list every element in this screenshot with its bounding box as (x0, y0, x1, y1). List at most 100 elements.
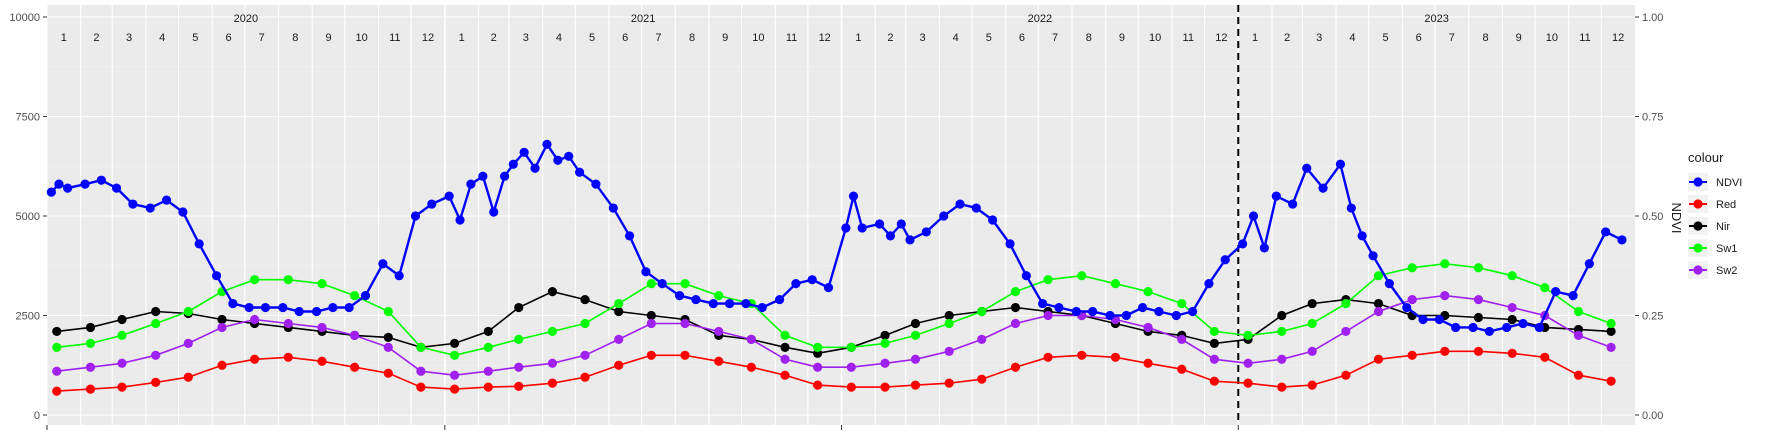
month-label: 11 (1579, 32, 1590, 44)
data-point-ndvi (1038, 298, 1048, 309)
data-point-ndvi (378, 259, 388, 269)
month-label: 12 (819, 32, 831, 44)
month-label: 4 (953, 32, 959, 44)
data-point-red (52, 386, 62, 396)
month-label: 9 (1516, 32, 1522, 44)
data-point-ndvi (508, 159, 518, 169)
data-point-red (614, 360, 624, 370)
month-label: 5 (1382, 32, 1388, 44)
data-point-ndvi (1138, 302, 1148, 313)
legend-item-nir: Nir (1688, 217, 1730, 235)
data-point-ndvi (1188, 306, 1198, 317)
data-point-ndvi (1402, 302, 1412, 313)
data-point-sw1 (646, 279, 656, 289)
month-label: 2 (887, 32, 893, 44)
data-point-sw2 (416, 366, 426, 376)
data-point-nir (547, 287, 558, 297)
data-point-nir (944, 310, 954, 321)
data-point-red (350, 362, 360, 372)
month-label: 3 (1316, 32, 1322, 44)
data-point-ndvi (841, 223, 851, 233)
series-line-sw1 (56, 262, 1612, 357)
legend-item-sw1: Sw1 (1688, 239, 1737, 257)
data-point-sw2 (1243, 358, 1253, 368)
data-point-ndvi (1071, 306, 1081, 317)
data-point-sw1 (547, 326, 558, 337)
data-point-ndvi (674, 291, 685, 301)
data-point-sw1 (944, 318, 954, 329)
data-point-ndvi (971, 203, 981, 213)
month-label: 6 (1019, 32, 1025, 44)
data-point-red (383, 368, 393, 378)
data-point-ndvi (823, 283, 834, 293)
data-point-ndvi (988, 215, 998, 225)
data-point-ndvi (1238, 239, 1248, 249)
data-point-sw2 (151, 350, 161, 360)
data-point-red (1177, 364, 1187, 374)
data-point-nir (910, 318, 921, 329)
month-label: 1 (855, 32, 861, 44)
data-point-ndvi (360, 291, 371, 301)
data-point-sw2 (646, 318, 656, 329)
data-point-sw1 (977, 306, 987, 317)
data-point-ndvi (1121, 310, 1131, 321)
data-point-red (746, 362, 756, 372)
data-point-ndvi (46, 187, 56, 197)
data-point-nir (151, 306, 161, 317)
data-point-ndvi (921, 227, 931, 237)
data-point-nir (85, 322, 96, 333)
data-point-ndvi (807, 275, 817, 285)
data-point-ndvi (278, 302, 288, 313)
data-point-red (317, 356, 327, 366)
data-point-ndvi (848, 191, 859, 201)
month-label: 5 (192, 32, 198, 44)
data-point-ndvi (1302, 163, 1312, 173)
data-point-sw1 (1307, 318, 1317, 329)
data-point-ndvi (1484, 326, 1494, 337)
data-point-ndvi (1259, 243, 1269, 253)
data-point-sw2 (846, 362, 856, 372)
data-point-red (217, 360, 227, 370)
data-point-nir (1473, 312, 1484, 323)
data-point-sw2 (1473, 294, 1484, 305)
data-point-sw2 (813, 362, 823, 372)
month-label: 3 (523, 32, 529, 44)
data-point-red (514, 381, 524, 391)
data-point-sw1 (151, 318, 161, 329)
data-point-red (1209, 376, 1219, 386)
data-point-sw1 (1373, 271, 1384, 281)
legend-label: Nir (1716, 221, 1730, 233)
data-point-nir (449, 338, 460, 348)
data-point-ndvi (63, 183, 73, 193)
data-point-sw1 (449, 350, 460, 360)
data-point-sw1 (580, 318, 590, 329)
data-point-ndvi (896, 219, 906, 229)
data-point-sw2 (1341, 326, 1351, 337)
data-point-sw1 (52, 342, 62, 352)
data-point-red (1407, 350, 1417, 360)
data-point-sw1 (250, 275, 260, 285)
data-point-sw1 (117, 330, 127, 340)
data-point-sw2 (217, 322, 227, 333)
data-point-ndvi (591, 179, 601, 189)
legend-item-red: Red (1688, 195, 1736, 213)
data-point-ndvi (1271, 191, 1281, 201)
data-point-ndvi (905, 235, 915, 245)
data-point-ndvi (1518, 318, 1528, 329)
y-axis-right-title: NDVI (1669, 202, 1684, 233)
data-point-ndvi (1318, 183, 1328, 193)
month-label: 10 (356, 32, 368, 44)
data-point-ndvi (499, 171, 510, 181)
data-point-nir (117, 314, 127, 325)
data-point-red (151, 377, 161, 387)
data-point-red (580, 372, 590, 382)
series-line-sw2 (56, 294, 1612, 377)
data-point-red (85, 384, 96, 394)
y-right-tick-label: 0.25 (1642, 311, 1663, 323)
data-point-red (1573, 370, 1584, 380)
data-point-red (1043, 352, 1053, 362)
data-point-red (780, 370, 790, 380)
data-point-red (1540, 352, 1550, 362)
month-label: 9 (1119, 32, 1125, 44)
